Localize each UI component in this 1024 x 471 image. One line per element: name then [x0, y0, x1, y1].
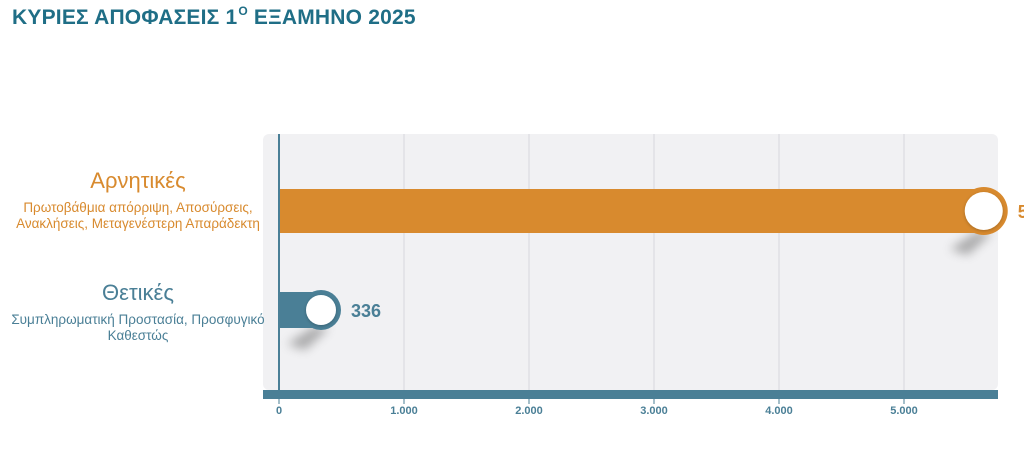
category-name-positive: Θετικές [102, 280, 174, 305]
category-desc-positive: Συμπληρωματική Προστασία, Προσφυγικό Καθ… [11, 312, 265, 343]
value-label-0: 5.638 [1018, 202, 1024, 222]
title-main: ΚΥΡΙΕΣ ΑΠΟΦΑΣΕΙΣ 1 [12, 6, 238, 29]
bar-cap-knob-1 [306, 295, 336, 325]
bar-shadow-0 [949, 231, 992, 255]
plot-area [263, 134, 998, 390]
category-desc-negative: Πρωτοβάθμια απόρριψη, Αποσύρσεις, Ανακλή… [16, 200, 260, 231]
x-axis-band [263, 390, 998, 399]
x-tick-label-1: 1.000 [390, 405, 418, 417]
x-tick-label-3: 3.000 [640, 405, 668, 417]
bar-0 [280, 189, 984, 233]
title-superscript: Ο [238, 4, 248, 18]
x-tick-label-0: 0 [276, 405, 282, 417]
category-label-negative: Αρνητικές Πρωτοβάθμια απόρριψη, Αποσύρσε… [3, 168, 273, 232]
category-name-negative: Αρνητικές [90, 168, 186, 193]
value-label-1: 336 [351, 301, 381, 321]
x-tick-label-5: 5.000 [890, 405, 918, 417]
category-label-positive: Θετικές Συμπληρωματική Προστασία, Προσφυ… [3, 280, 273, 344]
bar-cap-knob-0 [964, 192, 1003, 230]
x-tick-label-4: 4.000 [765, 405, 793, 417]
bar-shadow-1 [287, 326, 329, 350]
x-tick-label-2: 2.000 [515, 405, 543, 417]
title-rest: ΕΞΑΜΗΝΟ 2025 [247, 6, 416, 29]
chart-title: ΚΥΡΙΕΣ ΑΠΟΦΑΣΕΙΣ 1Ο ΕΞΑΜΗΝΟ 2025 [12, 4, 416, 30]
